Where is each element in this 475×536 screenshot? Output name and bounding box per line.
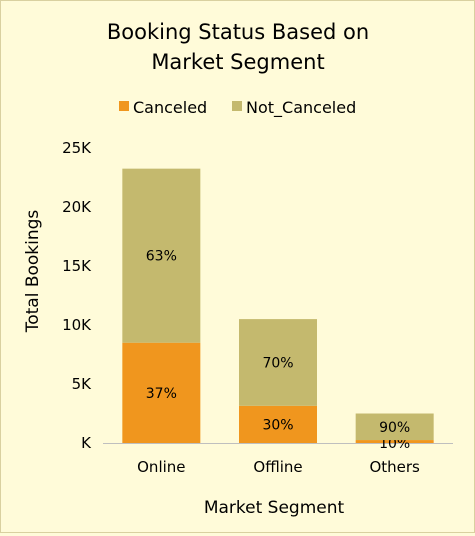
y-tick-label: 25K — [62, 139, 92, 157]
chart-marks: K 5K 10K 15K 20K 25K 37% 63% Online 30% 70% Offline… — [62, 139, 453, 476]
y-tick-label: 20K — [62, 198, 92, 216]
bar-not-canceled-others — [355, 413, 434, 441]
data-label: 37% — [146, 386, 177, 402]
bar-canceled-others — [355, 440, 434, 443]
chart-title-line-2: Market Segment — [151, 50, 324, 74]
data-label: 30% — [262, 417, 293, 433]
data-label: 70% — [262, 355, 293, 371]
x-tick-label: Online — [137, 458, 185, 476]
x-axis-title: Market Segment — [204, 498, 345, 518]
x-tick-label: Others — [369, 458, 420, 476]
y-tick-label: 10K — [62, 316, 92, 334]
legend-swatch-not-canceled — [232, 101, 242, 111]
x-tick-label: Offline — [253, 458, 302, 476]
bar-canceled-offline — [239, 405, 317, 443]
chart-title-line-1: Booking Status Based on — [107, 20, 369, 44]
bar-not-canceled-offline — [239, 319, 317, 406]
y-tick-label: 5K — [72, 375, 93, 393]
y-tick-label: 15K — [62, 257, 92, 275]
y-axis-title: Total Bookings — [23, 210, 43, 334]
bar-not-canceled-online — [122, 168, 201, 343]
legend-label-canceled: Canceled — [133, 98, 207, 117]
bar-canceled-online — [122, 342, 201, 443]
legend-label-not-canceled: Not_Canceled — [246, 98, 356, 118]
data-label: 90% — [379, 420, 410, 436]
data-label: 63% — [146, 249, 177, 265]
legend-swatch-canceled — [119, 101, 129, 111]
y-tick-label: K — [81, 434, 92, 452]
